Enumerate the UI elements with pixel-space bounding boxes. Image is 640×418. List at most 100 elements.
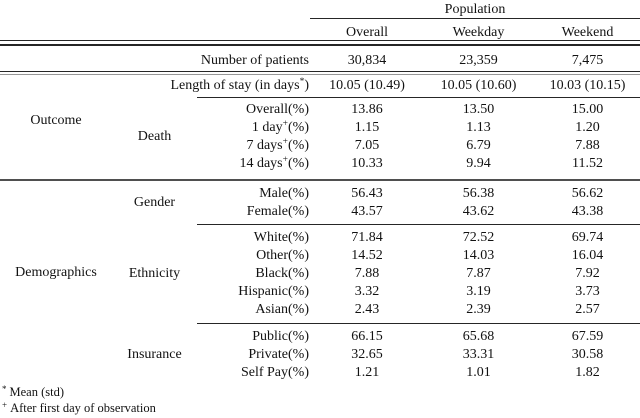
- value-weekday: 56.38: [462, 186, 495, 201]
- row-label-suffix: (%): [288, 248, 309, 263]
- table-row-black: Black (%) 7.88 7.87 7.92: [0, 265, 640, 283]
- row-label-text: Private: [248, 347, 288, 362]
- row-label-suffix: (%): [288, 365, 309, 380]
- spacer-cell: [112, 247, 197, 265]
- row-label: Male (%): [197, 185, 312, 203]
- value-overall: 1.21: [354, 365, 380, 380]
- row-label: 14 days + (%): [239, 154, 309, 171]
- value-weekday: 72.52: [462, 230, 495, 245]
- value-weekday: 23,359: [459, 53, 498, 68]
- row-label-text: 14 days: [239, 156, 283, 171]
- value-overall: 13.86: [351, 102, 383, 117]
- footnote-text: After first day of observation: [10, 400, 156, 415]
- table-row-selfpay: Self Pay (%) 1.21 1.01 1.82: [0, 364, 640, 382]
- spacer-cell: [112, 328, 197, 346]
- row-label: Hispanic (%): [197, 283, 312, 301]
- spacer-cell: [0, 364, 112, 382]
- row-label: Overall (%): [197, 101, 312, 119]
- row-label-suffix: (%): [288, 120, 309, 135]
- spacer-cell: [112, 155, 197, 173]
- value-overall: 56.43: [351, 186, 383, 201]
- table-row-los: Length of stay (in days *) 10.05 (10.49) …: [0, 77, 640, 95]
- spacer-cell: [0, 203, 112, 221]
- category-label-demographics: Demographics: [15, 265, 97, 280]
- row-label-suffix: (%): [288, 138, 309, 153]
- patients-rule-dark: [0, 70, 640, 73]
- value-weekday: 1.13: [466, 120, 491, 135]
- row-label: Asian (%): [197, 301, 312, 319]
- value-overall: 30,834: [347, 53, 387, 68]
- value-weekday: 9.94: [466, 156, 491, 171]
- spacer-cell: [0, 346, 112, 364]
- spacer-cell: [0, 301, 112, 319]
- spacer-cell: [112, 346, 197, 364]
- column-group-header: Population: [444, 2, 506, 17]
- value-weekend: 1.82: [575, 365, 600, 380]
- row-label-suffix: (%): [288, 102, 309, 117]
- spacer-cell: [112, 301, 197, 319]
- footnote-text: Mean (std): [9, 384, 65, 399]
- value-overall: 43.57: [351, 204, 383, 219]
- value-overall: 14.52: [351, 248, 383, 263]
- row-label-suffix: (%): [288, 204, 309, 219]
- row-label-text: Female: [246, 204, 288, 219]
- row-label: Length of stay (in days *): [170, 76, 309, 93]
- spacer-cell: [112, 119, 197, 137]
- patients-rule-light: [0, 74, 640, 76]
- spacer-cell: [0, 119, 112, 137]
- table-row-patients: Number of patients 30,834 23,359 7,475: [0, 52, 640, 70]
- value-overall: 7.88: [354, 266, 380, 281]
- value-overall: 1.15: [354, 120, 380, 135]
- row-label: 7 days + (%): [246, 136, 309, 153]
- value-weekday: 2.39: [466, 302, 491, 317]
- spacer-cell: [112, 185, 197, 203]
- value-weekend: 7,475: [571, 53, 604, 68]
- row-label-suffix: (%): [288, 284, 309, 299]
- spacer-cell: [0, 247, 112, 265]
- value-weekday: 65.68: [462, 329, 495, 344]
- row-label-text: 7 days: [246, 138, 283, 153]
- los-cmidrule: [197, 97, 640, 99]
- table-row-public: Public (%) 66.15 65.68 67.59: [0, 328, 640, 346]
- row-label-text: White: [253, 230, 288, 245]
- table-row-death-overall: Overall (%) 13.86 13.50 15.00: [0, 101, 640, 119]
- subcategory-label-death: Death: [137, 129, 172, 144]
- table-row-private: Private (%) 32.65 33.31 30.58: [0, 346, 640, 364]
- value-weekend: 16.04: [571, 248, 604, 263]
- value-overall: 32.65: [351, 347, 383, 362]
- table-row-white: White (%) 71.84 72.52 69.74: [0, 229, 640, 247]
- value-weekend: 69.74: [571, 230, 604, 245]
- footnote-mean-std: * Mean (std): [2, 383, 65, 399]
- spacer-cell: [0, 185, 112, 203]
- row-label-text: Black: [255, 266, 288, 281]
- table-row-death-14days: 14 days + (%) 10.33 9.94 11.52: [0, 155, 640, 173]
- row-label-suffix: (%): [288, 329, 309, 344]
- table-row-death-1day: 1 day + (%) 1.15 1.13 1.20: [0, 119, 640, 137]
- subcategory-label-ethnicity: Ethnicity: [128, 266, 181, 281]
- row-label-text: Self Pay: [240, 365, 288, 380]
- row-label: Number of patients: [0, 52, 312, 70]
- value-overall: 10.05 (10.49): [329, 78, 405, 93]
- value-weekday: 43.62: [462, 204, 495, 219]
- row-label-suffix: ): [304, 78, 309, 93]
- value-overall: 3.32: [354, 284, 380, 299]
- row-label-text: Overall: [246, 102, 288, 117]
- value-weekend: 2.57: [575, 302, 600, 317]
- value-overall: 2.43: [354, 302, 380, 317]
- row-label-text: Hispanic: [238, 284, 288, 299]
- spacer-cell: [0, 155, 112, 173]
- row-label: Other (%): [197, 247, 312, 265]
- col-header-weekday: Weekday: [452, 25, 505, 40]
- spacer-cell: [112, 283, 197, 301]
- value-weekend: 7.88: [575, 138, 600, 153]
- table-row-female: Female (%) 43.57 43.62 43.38: [0, 203, 640, 221]
- row-label-suffix: (%): [288, 347, 309, 362]
- value-weekday: 10.05 (10.60): [440, 78, 517, 93]
- value-weekday: 3.19: [466, 284, 491, 299]
- spacer-cell: [0, 265, 112, 283]
- header-double-rule-top: [0, 39, 640, 41]
- table-row-male: Male (%) 56.43 56.38 56.62: [0, 185, 640, 203]
- spacer-cell: [0, 283, 112, 301]
- row-label-suffix: (%): [288, 186, 309, 201]
- population-underline-rule: [310, 18, 640, 20]
